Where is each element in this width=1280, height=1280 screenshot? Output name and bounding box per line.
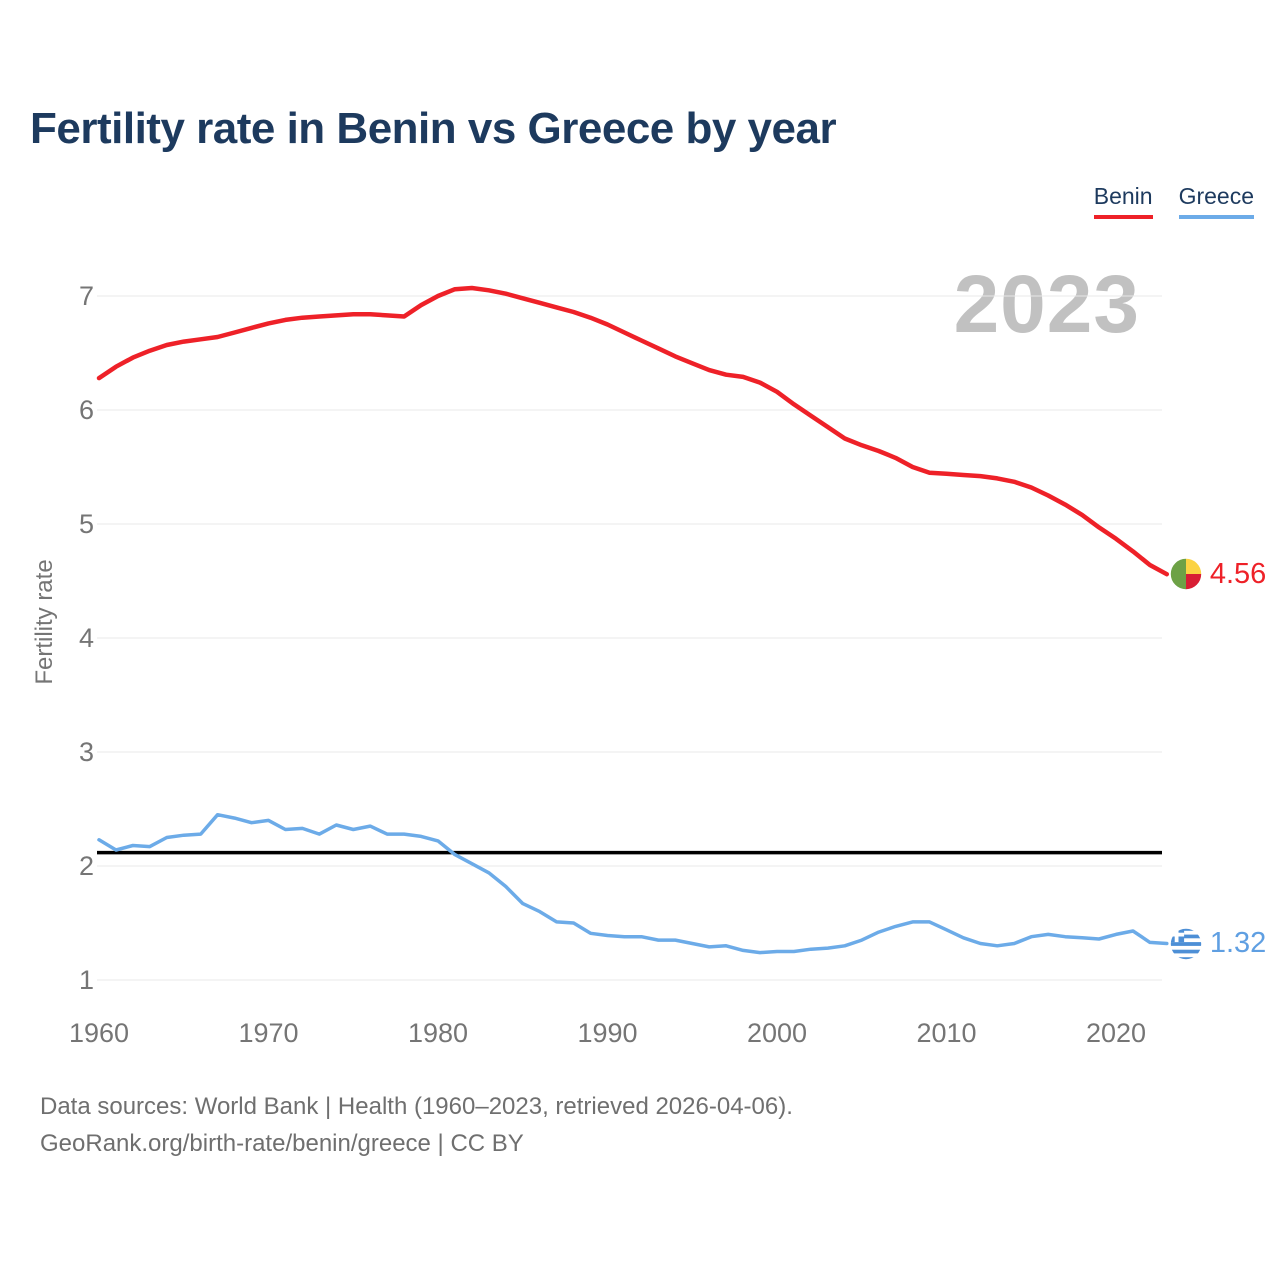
greece-flag-icon	[1169, 926, 1203, 961]
x-tick-label: 2020	[1086, 1018, 1146, 1048]
footer-sources-line: Data sources: World Bank | Health (1960–…	[40, 1093, 793, 1120]
y-tick-label: 4	[79, 623, 94, 653]
x-tick-label: 1980	[408, 1018, 468, 1048]
greece-series-line[interactable]	[97, 812, 1169, 955]
x-tick-label: 2010	[916, 1018, 976, 1048]
x-tick-label: 1960	[69, 1018, 129, 1048]
y-axis-tick-labels: 1 2 3 4 5 6 7	[79, 281, 94, 995]
x-tick-label: 1970	[238, 1018, 298, 1048]
legend-item-benin[interactable]: Benin	[1093, 183, 1153, 220]
year-watermark: 2023	[953, 259, 1140, 350]
y-tick-label: 2	[79, 851, 94, 881]
greece-end-label: 1.32	[1169, 926, 1267, 961]
benin-end-label: 4.56	[1169, 557, 1266, 591]
benin-series-line[interactable]	[96, 285, 1170, 577]
y-tick-label: 3	[79, 737, 94, 767]
y-tick-label: 7	[79, 281, 94, 311]
benin-latest-value: 4.56	[1209, 557, 1267, 590]
y-tick-label: 5	[79, 509, 94, 539]
benin-flag-icon	[1169, 557, 1203, 591]
y-tick-label: 6	[79, 395, 94, 425]
greece-latest-value: 1.32	[1209, 927, 1267, 960]
gridlines	[97, 295, 1162, 981]
legend-item-greece[interactable]: Greece	[1178, 183, 1254, 220]
chart-title: Fertility rate in Benin vs Greece by yea…	[30, 104, 837, 153]
x-tick-label: 2000	[747, 1018, 807, 1048]
footer-attribution-line: GeoRank.org/birth-rate/benin/greece | CC…	[40, 1130, 524, 1157]
x-tick-label: 1990	[577, 1018, 637, 1048]
y-tick-label: 1	[79, 965, 94, 995]
footer: Data sources: World Bank | Health (1960–…	[40, 1088, 793, 1162]
x-axis-tick-labels: 1960 1970 1980 1990 2000 2010 2020	[69, 1018, 1146, 1048]
legend: Benin Greece	[1093, 183, 1254, 220]
